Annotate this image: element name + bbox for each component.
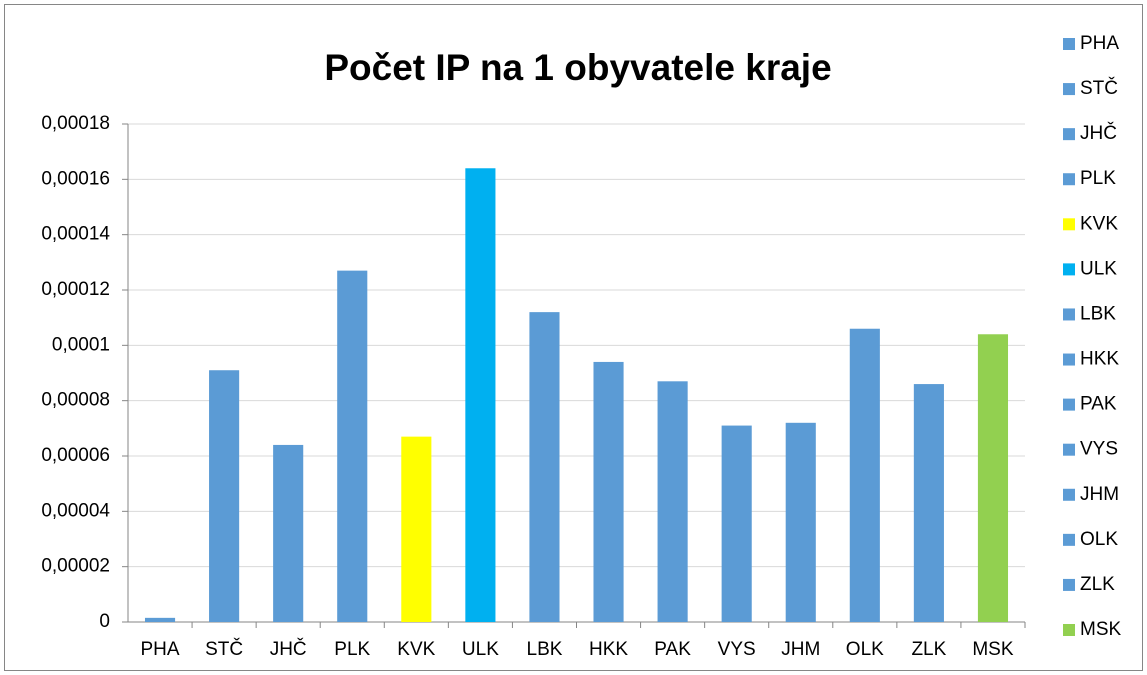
legend-label: PLK: [1080, 168, 1116, 189]
bar: [721, 425, 752, 622]
x-tick-label: VYS: [718, 639, 756, 660]
chart-title: Počet IP na 1 obyvatele kraje: [324, 47, 831, 88]
y-tick-label: 0,00006: [41, 445, 110, 466]
x-tick-label: JHČ: [270, 638, 307, 660]
bar: [273, 444, 304, 622]
legend-swatch: [1063, 128, 1075, 141]
y-tick-label: 0: [99, 611, 110, 632]
legend-label: HKK: [1080, 349, 1119, 370]
legend-swatch: [1063, 263, 1075, 276]
chart-border: [4, 4, 1143, 671]
legend-label: JHM: [1080, 484, 1119, 505]
x-tick-label: JHM: [781, 639, 820, 660]
bar: [337, 270, 368, 622]
y-tick-label: 0,00014: [41, 224, 110, 245]
y-tick-label: 0,00002: [41, 556, 110, 577]
bar: [657, 381, 688, 622]
legend-label: STČ: [1080, 77, 1118, 99]
x-tick-label: PLK: [334, 639, 370, 660]
x-tick-label: PHA: [140, 639, 179, 660]
legend-swatch: [1063, 624, 1075, 636]
legend-label: PHA: [1080, 33, 1119, 54]
legend-swatch: [1063, 443, 1075, 456]
legend-swatch: [1063, 488, 1075, 501]
bar: [401, 436, 432, 622]
legend-swatch: [1063, 173, 1075, 186]
x-tick-label: LBK: [527, 639, 563, 660]
x-tick-label: OLK: [846, 639, 884, 660]
bar: [913, 384, 944, 622]
bar: [465, 168, 496, 622]
x-tick-label: HKK: [589, 639, 628, 660]
legend-label: PAK: [1080, 394, 1117, 415]
bar: [529, 312, 560, 622]
y-tick-label: 0,00018: [41, 113, 110, 134]
legend-swatch: [1063, 218, 1075, 231]
x-tick-label: KVK: [397, 639, 435, 660]
x-tick-label: PAK: [654, 639, 691, 660]
bar: [593, 361, 624, 622]
legend-swatch: [1063, 38, 1075, 50]
legend-label: ZLK: [1080, 574, 1115, 595]
y-tick-label: 0,00004: [41, 500, 110, 521]
legend-swatch: [1063, 83, 1075, 96]
bar: [209, 370, 240, 622]
x-tick-label: STČ: [205, 638, 243, 660]
bar: [849, 328, 880, 622]
bar: [144, 617, 176, 622]
x-tick-label: ZLK: [911, 639, 946, 660]
x-tick-label: MSK: [972, 639, 1014, 660]
y-tick-label: 0,00008: [41, 390, 110, 411]
legend-label: ULK: [1080, 258, 1117, 279]
legend-label: JHČ: [1080, 122, 1117, 144]
bar: [785, 422, 816, 622]
bar: [977, 334, 1009, 622]
x-tick-label: ULK: [462, 639, 499, 660]
legend-swatch: [1063, 353, 1075, 366]
legend-swatch: [1063, 533, 1075, 546]
legend-label: VYS: [1080, 439, 1118, 460]
legend-swatch: [1063, 398, 1075, 411]
legend-swatch: [1063, 578, 1075, 591]
legend-label: KVK: [1080, 213, 1118, 234]
y-tick-label: 0,00012: [41, 279, 110, 300]
legend-label: OLK: [1080, 529, 1118, 550]
y-tick-label: 0,00016: [41, 168, 110, 189]
legend-swatch: [1063, 308, 1075, 321]
legend-label: MSK: [1080, 619, 1122, 640]
legend-label: LBK: [1080, 303, 1116, 324]
y-tick-label: 0,0001: [52, 334, 110, 355]
